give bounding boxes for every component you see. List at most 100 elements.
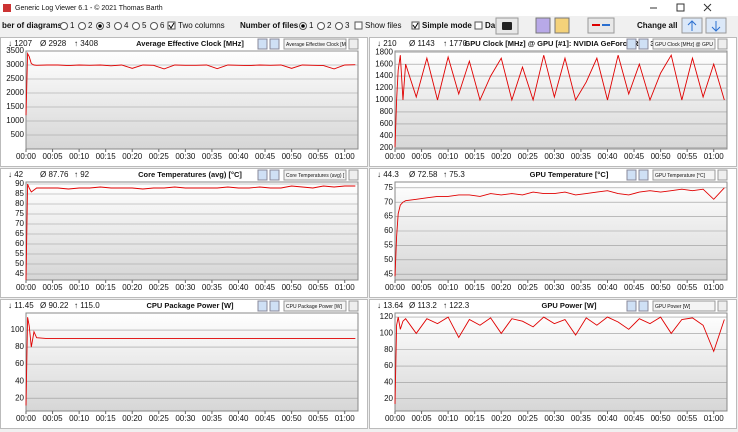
radio-button[interactable] — [335, 22, 343, 30]
chart-title: Core Temperatures (avg) [°C] — [138, 170, 242, 179]
x-tick-label: 00:00 — [385, 414, 406, 423]
dropdown-arrow-button[interactable] — [348, 38, 359, 50]
radio-label: 2 — [88, 21, 93, 30]
x-tick-label: 01:00 — [704, 152, 725, 161]
series-dropdown[interactable] — [283, 38, 347, 50]
simple-mode-checkbox[interactable] — [411, 21, 420, 30]
y-tick-label: 120 — [380, 312, 394, 321]
chart-title: GPU Power [W] — [541, 301, 597, 310]
x-tick-label: 00:30 — [175, 152, 196, 161]
chart-panel: ↓ 42 Ø 87.76 ↑ 92 Core Temperatures (avg) [… — [0, 168, 368, 298]
y-tick-label: 1400 — [375, 71, 393, 80]
stat-avg: Ø 1143 — [409, 39, 435, 48]
y-tick-label: 45 — [15, 269, 24, 278]
x-tick-label: 00:40 — [228, 283, 249, 292]
x-tick-label: 00:45 — [624, 414, 645, 423]
chart-button[interactable] — [269, 169, 280, 181]
x-tick-label: 00:10 — [438, 414, 459, 423]
radio-label: 5 — [142, 21, 147, 30]
y-tick-label: 75 — [15, 209, 24, 218]
chart-title: GPU Clock [MHz] @ GPU [#1]: NVIDIA GeFor… — [464, 39, 674, 48]
dropdown-text: Average Effective Clock [M — [286, 42, 346, 48]
files-label: Number of files — [240, 21, 299, 30]
x-tick-label: 00:35 — [202, 283, 223, 292]
chart-button[interactable] — [638, 38, 649, 50]
y-tick-label: 45 — [384, 269, 393, 278]
chart-panel: ↓ 11.45 Ø 90.22 ↑ 115.0 CPU Package Power [… — [0, 299, 368, 429]
x-tick-label: 00:15 — [465, 414, 486, 423]
radio-button[interactable] — [78, 22, 86, 30]
chart-title: GPU Temperature [°C] — [530, 170, 609, 179]
simple-mode-label: Simple mode — [422, 21, 472, 30]
x-tick-label: 00:35 — [202, 414, 223, 423]
series-dropdown[interactable] — [652, 300, 716, 312]
chart-button[interactable] — [269, 300, 280, 312]
series-dropdown[interactable] — [283, 169, 347, 181]
dark-checkbox[interactable] — [474, 21, 483, 30]
x-tick-label: 00:40 — [228, 414, 249, 423]
radio-button[interactable] — [150, 22, 158, 30]
chart-button[interactable] — [638, 169, 649, 181]
info-button[interactable] — [626, 300, 637, 312]
dropdown-arrow-button[interactable] — [348, 300, 359, 312]
info-button[interactable] — [626, 38, 637, 50]
radio-button[interactable] — [132, 22, 140, 30]
y-tick-label: 100 — [11, 325, 25, 334]
maximize-button[interactable] — [676, 3, 685, 12]
x-tick-label: 00:10 — [438, 283, 459, 292]
series-dropdown[interactable] — [652, 169, 716, 181]
x-tick-label: 00:55 — [308, 152, 329, 161]
show-files-checkbox[interactable] — [354, 21, 363, 30]
radio-button[interactable] — [60, 22, 68, 30]
radio-label: 2 — [327, 21, 332, 30]
x-tick-label: 00:30 — [544, 152, 565, 161]
down-icon — [711, 21, 721, 32]
close-button[interactable] — [703, 3, 712, 12]
stat-max: ↑ 75.3 — [443, 170, 465, 179]
x-tick-label: 00:45 — [255, 283, 276, 292]
radio-dot — [98, 24, 102, 28]
stat-min: ↓ 42 — [8, 170, 24, 179]
x-tick-label: 00:15 — [96, 283, 117, 292]
x-tick-label: 00:35 — [202, 152, 223, 161]
dropdown-arrow-button[interactable] — [717, 169, 728, 181]
y-tick-label: 400 — [380, 131, 394, 140]
chart-button[interactable] — [269, 38, 280, 50]
x-tick-label: 00:00 — [16, 414, 37, 423]
change-all-label: Change all — [637, 21, 677, 30]
radio-label: 1 — [70, 21, 75, 30]
series-dropdown[interactable] — [283, 300, 347, 312]
x-tick-label: 00:05 — [43, 414, 64, 423]
x-tick-label: 00:45 — [255, 414, 276, 423]
radio-button[interactable] — [114, 22, 122, 30]
x-tick-label: 00:55 — [308, 414, 329, 423]
radio-button[interactable] — [317, 22, 325, 30]
save-button[interactable] — [535, 17, 551, 34]
two-columns-checkbox[interactable] — [167, 21, 176, 30]
plot-area — [394, 312, 728, 412]
dropdown-arrow-button[interactable] — [348, 169, 359, 181]
series-dropdown[interactable] — [652, 38, 716, 50]
info-button[interactable] — [257, 169, 268, 181]
info-button[interactable] — [626, 169, 637, 181]
data-line — [394, 187, 725, 277]
export-button[interactable] — [554, 17, 570, 34]
x-tick-label: 00:30 — [175, 414, 196, 423]
dropdown-arrow-button[interactable] — [717, 38, 728, 50]
data-line — [394, 316, 725, 404]
x-tick-label: 00:25 — [149, 414, 170, 423]
info-button[interactable] — [257, 300, 268, 312]
x-tick-label: 00:05 — [43, 152, 64, 161]
x-tick-label: 00:10 — [69, 283, 90, 292]
dropdown-arrow-button[interactable] — [717, 300, 728, 312]
swap-button[interactable] — [587, 17, 615, 34]
y-tick-label: 40 — [15, 376, 24, 385]
chart-panel: ↓ 44.3 Ø 72.58 ↑ 75.3 GPU Temperature [°C] G… — [369, 168, 737, 298]
y-tick-label: 3500 — [6, 46, 24, 55]
chart-button[interactable] — [638, 300, 649, 312]
dropdown-text: GPU Clock [MHz] @ GPU — [655, 42, 713, 48]
stat-max: ↑ 3408 — [74, 39, 99, 48]
chart-panel: ↓ 13.64 Ø 113.2 ↑ 122.3 GPU Power [W] GPU Po… — [369, 299, 737, 429]
info-button[interactable] — [257, 38, 268, 50]
